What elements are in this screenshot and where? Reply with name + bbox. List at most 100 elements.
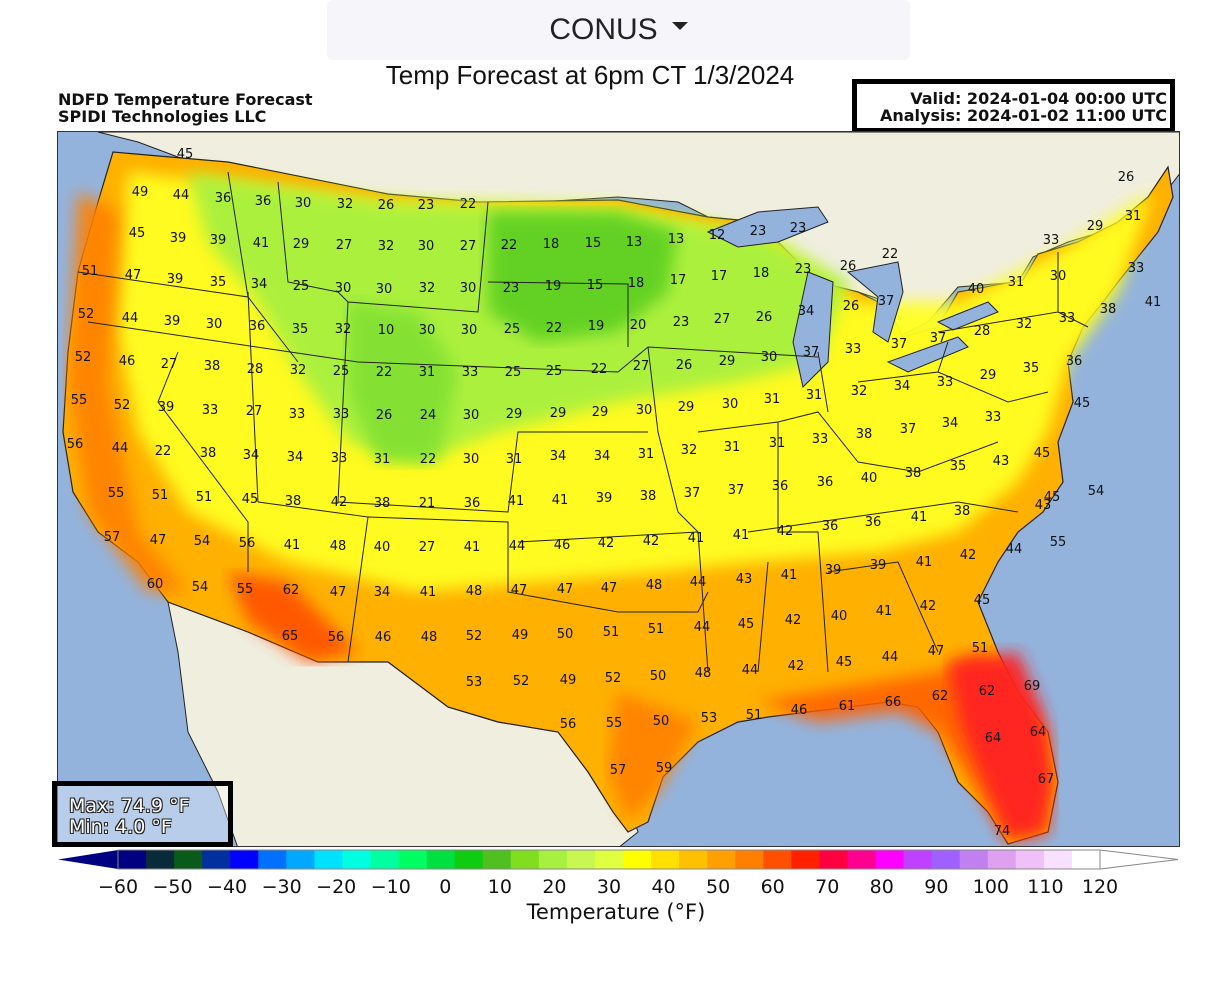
colorbar-swatch	[342, 850, 372, 869]
station-temp-label: 61	[839, 699, 856, 714]
station-temp-label: 22	[882, 247, 899, 262]
colorbar-tick-label: −60	[98, 876, 138, 898]
station-temp-label: 25	[505, 365, 522, 380]
station-temp-label: 44	[1006, 542, 1023, 557]
station-temp-label: 37	[684, 486, 701, 501]
station-temp-label: 36	[865, 515, 882, 530]
station-temp-label: 47	[557, 582, 574, 597]
station-temp-label: 66	[885, 695, 902, 710]
station-temp-label: 37	[900, 422, 917, 437]
colorbar-swatch	[482, 850, 512, 869]
station-temp-label: 22	[591, 362, 608, 377]
valid-time: Valid: 2024-01-04 00:00 UTC	[910, 89, 1167, 108]
region-select-dropdown[interactable]: CONUS	[327, 0, 910, 60]
colorbar-swatch	[594, 850, 624, 869]
station-temp-label: 34	[374, 585, 391, 600]
station-temp-label: 47	[125, 268, 142, 283]
station-temp-label: 26	[843, 299, 860, 314]
station-temp-label: 44	[509, 539, 526, 554]
station-temp-label: 34	[594, 449, 611, 464]
min-temp: Min: 4.0 °F	[69, 816, 172, 838]
station-temp-label: 41	[733, 528, 750, 543]
station-temp-label: 22	[546, 321, 563, 336]
colorbar-swatch	[538, 850, 568, 869]
colorbar-tick-label: −30	[262, 876, 302, 898]
colorbar-tick-label: 70	[815, 876, 839, 898]
station-temp-label: 59	[656, 761, 673, 776]
station-temp-label: 13	[626, 235, 643, 250]
colorbar-swatch	[118, 850, 147, 869]
temperature-map: 45 49 44 36 36 30 32 26 23 22 45 39 39 41 29 27 32 30 27 22…	[57, 131, 1180, 847]
station-temp-label: 31	[1125, 209, 1142, 224]
station-temp-label: 22	[155, 444, 172, 459]
station-temp-label: 27	[246, 404, 263, 419]
station-temp-label: 18	[753, 266, 770, 281]
colorbar-swatch	[1071, 850, 1101, 869]
station-temp-label: 38	[1100, 302, 1117, 317]
station-temp-label: 42	[785, 613, 802, 628]
station-temp-label: 56	[67, 437, 84, 452]
station-temp-label: 35	[210, 275, 227, 290]
station-temp-label: 41	[876, 604, 893, 619]
station-temp-label: 34	[251, 277, 268, 292]
station-temp-label: 30	[636, 403, 653, 418]
station-temp-label: 56	[328, 630, 345, 645]
station-temp-label: 40	[831, 609, 848, 624]
station-temp-label: 43	[993, 454, 1010, 469]
station-temp-label: 55	[1050, 535, 1067, 550]
station-temp-label: 39	[210, 233, 227, 248]
station-temp-label: 33	[937, 375, 954, 390]
station-temp-label: 23	[750, 224, 767, 239]
station-temp-label: 19	[545, 279, 562, 294]
colorbar-swatch	[1015, 850, 1045, 869]
colorbar-label: Temperature (°F)	[526, 900, 706, 924]
station-temp-label: 40	[968, 282, 985, 297]
station-temp-label: 37	[930, 331, 947, 346]
station-temp-label: 41	[688, 531, 705, 546]
station-temp-label: 29	[550, 406, 567, 421]
colorbar-swatch	[987, 850, 1017, 869]
station-temp-label: 62	[283, 583, 300, 598]
station-temp-label: 23	[795, 262, 812, 277]
station-temp-label: 46	[119, 354, 136, 369]
station-temp-label: 33	[1128, 261, 1145, 276]
station-temp-label: 30	[1050, 269, 1067, 284]
station-temp-label: 45	[1074, 396, 1091, 411]
analysis-time: Analysis: 2024-01-02 11:00 UTC	[879, 106, 1167, 125]
page-title: Temp Forecast at 6pm CT 1/3/2024	[385, 60, 795, 90]
station-temp-label: 48	[330, 539, 347, 554]
station-temp-label: 20	[630, 318, 647, 333]
station-temp-label: 41	[1145, 295, 1162, 310]
colorbar-low-extend	[58, 850, 118, 869]
colorbar-tick-label: −20	[316, 876, 356, 898]
colorbar-swatch	[174, 850, 203, 869]
station-temp-label: 44	[122, 311, 139, 326]
station-temp-label: 48	[421, 630, 438, 645]
map-svg: 45 49 44 36 36 30 32 26 23 22 45 39 39 41 29 27 32 30 27 22…	[58, 132, 1179, 846]
station-temp-label: 52	[466, 629, 483, 644]
station-temp-label: 36	[817, 475, 834, 490]
station-temp-label: 60	[147, 577, 164, 592]
station-temp-label: 17	[711, 269, 728, 284]
station-temp-label: 29	[719, 354, 736, 369]
station-temp-label: 33	[331, 451, 348, 466]
station-temp-label: 42	[788, 659, 805, 674]
conus-field	[62, 151, 1174, 845]
station-temp-label: 62	[979, 684, 996, 699]
station-temp-label: 30	[295, 196, 312, 211]
colorbar-tick-label: 20	[542, 876, 566, 898]
colorbar-swatch	[314, 850, 343, 869]
station-temp-label: 42	[331, 495, 348, 510]
colorbar-swatch	[230, 850, 259, 869]
station-temp-label: 28	[974, 324, 991, 339]
station-temp-label: 51	[82, 264, 99, 279]
station-temp-label: 38	[905, 466, 922, 481]
caret-down-icon	[671, 22, 688, 30]
station-temp-label: 53	[466, 675, 483, 690]
station-temp-label: 36	[215, 191, 232, 206]
station-temp-label: 33	[845, 342, 862, 357]
station-temp-label: 45	[177, 147, 194, 162]
station-temp-label: 64	[1030, 725, 1047, 740]
station-temp-label: 52	[513, 674, 530, 689]
station-temp-label: 22	[460, 197, 477, 212]
